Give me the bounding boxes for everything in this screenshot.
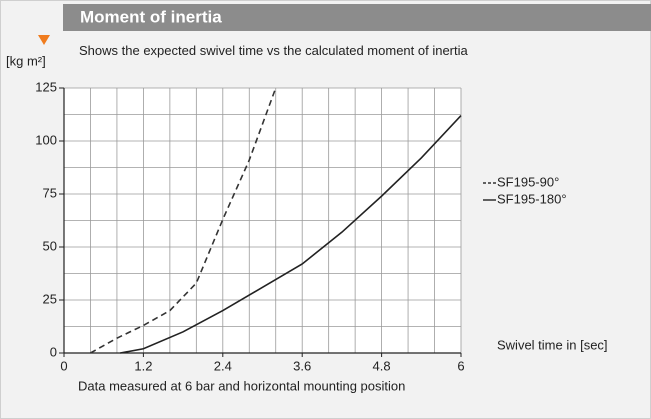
series-line: [120, 115, 462, 354]
marker: [38, 35, 50, 45]
chart-title: Moment of inertia: [80, 7, 222, 26]
y-tick-label: 125: [35, 79, 57, 94]
y-axis-label: [kg m²]: [6, 53, 46, 68]
y-tick-label: 25: [43, 291, 57, 306]
subtitle: Shows the expected swivel time vs the ca…: [79, 43, 468, 58]
header-bar: [63, 4, 651, 31]
series-line: [90, 87, 277, 354]
note: Data measured at 6 bar and horizontal mo…: [78, 378, 405, 393]
x-tick-label: 3.6: [293, 358, 311, 373]
x-tick-label: 6: [457, 358, 464, 373]
x-axis-label: Swivel time in [sec]: [497, 337, 608, 352]
x-tick-label: 4.8: [373, 358, 391, 373]
y-tick-label: 0: [50, 344, 57, 359]
y-tick-label: 50: [43, 238, 57, 253]
x-tick-label: 2.4: [214, 358, 232, 373]
x-tick-label: 0: [60, 358, 67, 373]
x-tick-label: 1.2: [134, 358, 152, 373]
legend-label: SF195-90°: [497, 174, 559, 189]
y-tick-label: 100: [35, 132, 57, 147]
y-tick-label: 75: [43, 185, 57, 200]
legend-label: SF195-180°: [497, 191, 567, 206]
